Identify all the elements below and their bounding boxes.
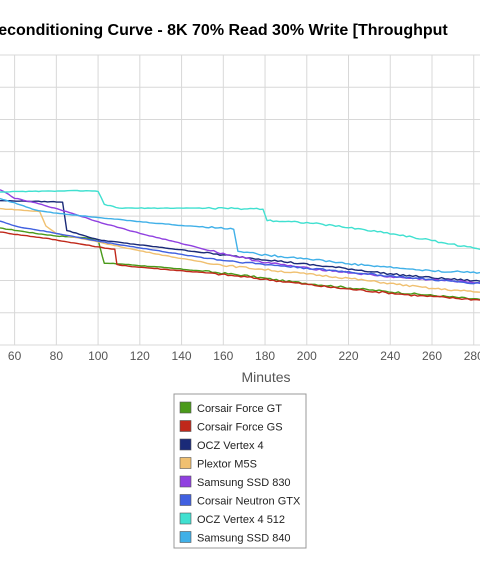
grid	[0, 54, 480, 346]
series-line-corsair-neutron-gtx	[0, 220, 480, 285]
legend-label: Corsair Force GS	[197, 422, 283, 434]
legend-swatch	[179, 475, 192, 488]
legend-label: Corsair Neutron GTX	[197, 496, 301, 508]
legend-swatch	[179, 401, 192, 414]
x-tick-label: 220	[339, 349, 359, 363]
x-tick-label: 100	[88, 349, 108, 363]
x-tick-label: 60	[8, 349, 22, 363]
legend-label: OCZ Vertex 4	[197, 440, 264, 452]
legend-swatch	[179, 512, 192, 525]
x-tick-label: 260	[422, 349, 442, 363]
series-line-corsair-force-gs	[0, 231, 480, 301]
x-tick-label: 160	[213, 349, 233, 363]
x-tick-label: 200	[297, 349, 317, 363]
legend-label: OCZ Vertex 4 512	[197, 514, 285, 526]
x-tick-label: 240	[380, 349, 400, 363]
legend-label: Samsung SSD 840	[197, 533, 291, 545]
series-line-ocz-vertex-4-512	[0, 189, 480, 250]
series-line-plextor-m5s	[0, 207, 480, 293]
legend-swatch	[179, 494, 192, 506]
x-tick-label: 280	[464, 349, 480, 363]
legend-label: Samsung SSD 830	[197, 477, 291, 489]
legend-swatch	[179, 438, 192, 451]
x-tick-label: 140	[172, 349, 192, 363]
legend-swatch	[179, 531, 192, 543]
legend-swatch	[179, 457, 192, 469]
legend-label: Plextor M5S	[197, 459, 257, 471]
legend-swatch	[179, 420, 192, 432]
x-axis-label: Minutes	[241, 369, 290, 385]
chart-title: reconditioning Curve - 8K 70% Read 30% W…	[0, 22, 448, 39]
series-lines	[0, 189, 480, 301]
x-tick-label: 180	[255, 349, 275, 363]
legend-box	[173, 393, 307, 549]
x-tick-label: 120	[130, 349, 150, 363]
legend: Corsair Force GT Corsair Force GS OCZ Vert…	[173, 393, 307, 549]
legend-label: Corsair Force GT	[197, 403, 282, 415]
x-tick-label: 80	[50, 349, 64, 363]
series-line-samsung-ssd-840	[0, 197, 480, 274]
x-ticks: 60 80 100 120 140 160 180 200 220 240 260 280	[8, 349, 480, 363]
series-line-corsair-force-gt	[0, 227, 480, 301]
